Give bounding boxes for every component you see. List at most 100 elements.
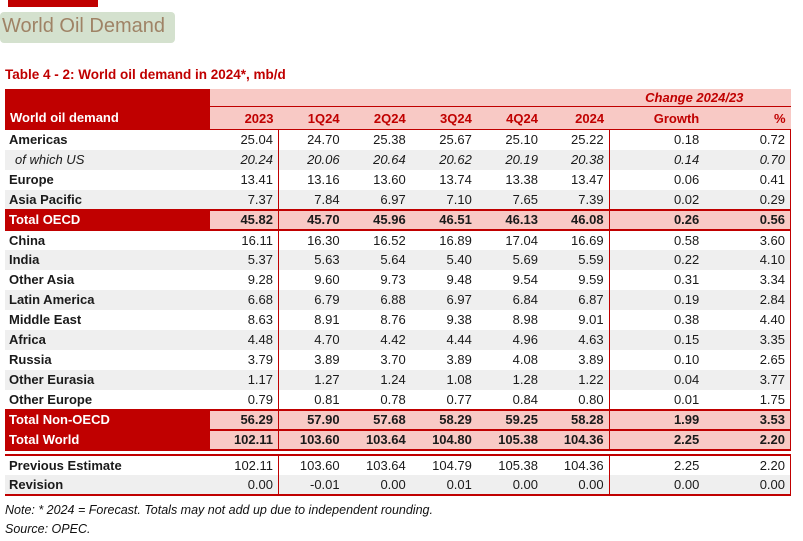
col-header-pct: % <box>704 106 791 130</box>
data-cell: 5.40 <box>410 249 477 270</box>
data-cell: 0.77 <box>446 391 472 407</box>
top-red-bar <box>8 0 98 7</box>
data-cell: 0.29 <box>704 189 792 210</box>
data-cell: 6.79 <box>278 289 345 310</box>
data-cell: 0.70 <box>704 149 792 170</box>
data-cell: 0.41 <box>704 169 792 190</box>
data-cell: 9.73 <box>380 272 406 287</box>
data-cell: 0.38 <box>673 312 700 327</box>
data-cell: 25.04 <box>210 129 280 150</box>
data-cell: 4.08 <box>512 352 538 367</box>
data-cell: 0.04 <box>609 369 705 390</box>
row-label: Middle East <box>9 312 82 327</box>
row-label: Total Non-OECD <box>5 408 211 431</box>
row-label: Africa <box>5 329 211 350</box>
data-cell: 9.59 <box>542 269 610 290</box>
table-row: India 5.37 5.63 5.64 5.40 5.69 5.59 0.22 4.10 <box>5 249 792 270</box>
data-cell: 0.22 <box>609 249 705 270</box>
table-row: of which US 20.24 20.06 20.64 20.62 20.19 20.3… <box>5 149 792 170</box>
data-cell: 16.89 <box>439 232 472 248</box>
data-cell: 1.28 <box>476 369 543 390</box>
table-row: Other Asia 9.28 9.60 9.73 9.48 9.54 9.59 0.31 3.… <box>5 269 792 290</box>
data-cell: 104.80 <box>410 428 477 451</box>
header-row-change: World oil demand Change 2024/23 <box>5 89 791 130</box>
data-cell: 4.40 <box>704 309 792 330</box>
data-cell: 13.16 <box>307 172 340 187</box>
data-cell: 103.64 <box>344 453 411 475</box>
data-cell: 3.34 <box>704 269 792 290</box>
footnote: Note: * 2024 = Forecast. Totals may not … <box>5 502 433 517</box>
row-label: Russia <box>9 352 52 367</box>
data-cell: 105.38 <box>476 428 543 451</box>
data-cell: 4.44 <box>410 329 477 350</box>
data-cell: 1.99 <box>609 408 705 431</box>
data-cell: 20.64 <box>344 149 411 170</box>
row-label: Revision <box>5 474 211 496</box>
data-cell: 13.74 <box>439 172 472 187</box>
source-note: Source: OPEC. <box>5 521 91 536</box>
total-row: Total OECD 45.82 45.70 45.96 46.51 46.13 46.08… <box>5 208 792 231</box>
table-row: Other Europe 0.79 0.81 0.78 0.77 0.84 0.80 0.01… <box>5 389 792 410</box>
header-row-columns: 2023 1Q24 2Q24 3Q24 4Q24 2024 Growth % <box>5 106 791 130</box>
row-label: Other Europe <box>9 391 93 407</box>
data-cell: 4.70 <box>278 329 345 350</box>
table-row: Russia 3.79 3.89 3.70 3.89 4.08 3.89 0.10 2.65 <box>5 349 792 370</box>
page-title: World Oil Demand <box>0 12 176 43</box>
col-header-1q24: 1Q24 <box>278 106 345 130</box>
data-cell: 46.13 <box>476 208 543 231</box>
table-row: Americas 25.04 24.70 25.38 25.67 25.10 25.22 0.… <box>5 129 792 150</box>
row-label: Total World <box>5 428 211 451</box>
data-cell: 7.37 <box>210 189 280 210</box>
data-cell: 2.84 <box>704 289 792 310</box>
data-cell: 0.00 <box>609 474 705 496</box>
data-cell: 20.24 <box>210 149 280 170</box>
row-label: Previous Estimate <box>5 453 211 475</box>
data-cell: 9.60 <box>314 272 340 287</box>
data-cell: 0.84 <box>512 391 538 407</box>
data-cell: 103.64 <box>344 428 411 451</box>
col-header-4q24: 4Q24 <box>476 106 543 130</box>
table-body: Americas 25.04 24.70 25.38 25.67 25.10 25.22 0.… <box>5 129 792 451</box>
col-header-growth: Growth <box>609 106 705 130</box>
data-cell: 0.00 <box>476 474 544 496</box>
data-cell: 4.96 <box>476 329 543 350</box>
data-cell: 8.63 <box>210 309 280 330</box>
estimate-revision-table: Previous Estimate 102.11 103.60 103.64 104.7… <box>5 453 792 496</box>
data-cell: 3.35 <box>704 329 792 350</box>
data-cell: 13.41 <box>210 169 280 190</box>
data-cell: 0.00 <box>344 474 411 496</box>
data-cell: 0.72 <box>704 129 792 150</box>
data-cell: 9.28 <box>210 269 280 290</box>
data-cell: 102.11 <box>210 453 280 475</box>
data-cell: 1.75 <box>704 389 792 410</box>
col-header-3q24: 3Q24 <box>410 106 477 130</box>
data-cell: 4.42 <box>344 329 411 350</box>
data-cell: 102.11 <box>210 428 280 451</box>
data-cell: 20.19 <box>476 149 543 170</box>
data-cell: 9.38 <box>446 312 472 327</box>
row-label: India <box>5 249 211 270</box>
data-cell: 16.30 <box>307 232 340 248</box>
data-cell: 7.84 <box>278 189 345 210</box>
row-label: Latin America <box>5 289 211 310</box>
change-2024-23-header: Change 2024/23 <box>609 89 791 107</box>
data-cell: 4.48 <box>210 329 280 350</box>
data-cell: 56.29 <box>210 408 280 431</box>
data-cell: 104.36 <box>542 428 610 451</box>
table-header: World oil demand Change 2024/23 2023 1Q2… <box>5 89 791 130</box>
table-row: Revision 0.00 -0.01 0.00 0.01 0.00 0.00 0.00 0.0… <box>5 474 792 496</box>
data-cell: 3.79 <box>210 349 280 370</box>
data-cell: 7.65 <box>476 189 543 210</box>
data-cell: 5.64 <box>344 249 411 270</box>
data-cell: 6.84 <box>476 289 543 310</box>
table-row: Other Eurasia 1.17 1.27 1.24 1.08 1.28 1.22 0.0… <box>5 369 792 390</box>
data-cell: 0.81 <box>314 391 340 407</box>
data-cell: 0.01 <box>410 474 477 496</box>
data-cell: 25.38 <box>373 132 406 148</box>
row-label: Europe <box>9 172 54 187</box>
data-cell: 20.62 <box>410 149 477 170</box>
data-cell: 16.52 <box>373 232 406 248</box>
col-header-2024: 2024 <box>542 106 610 130</box>
world-oil-demand-table: World oil demand Change 2024/23 2023 1Q2… <box>5 89 792 451</box>
data-cell: 0.26 <box>609 208 705 231</box>
